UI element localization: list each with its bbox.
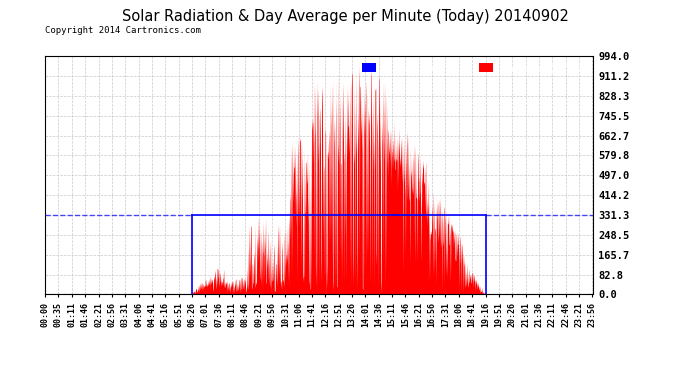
Text: Solar Radiation & Day Average per Minute (Today) 20140902: Solar Radiation & Day Average per Minute… <box>121 9 569 24</box>
Legend: Median (W/m2), Radiation (W/m2): Median (W/m2), Radiation (W/m2) <box>360 61 589 75</box>
Text: Copyright 2014 Cartronics.com: Copyright 2014 Cartronics.com <box>45 26 201 35</box>
